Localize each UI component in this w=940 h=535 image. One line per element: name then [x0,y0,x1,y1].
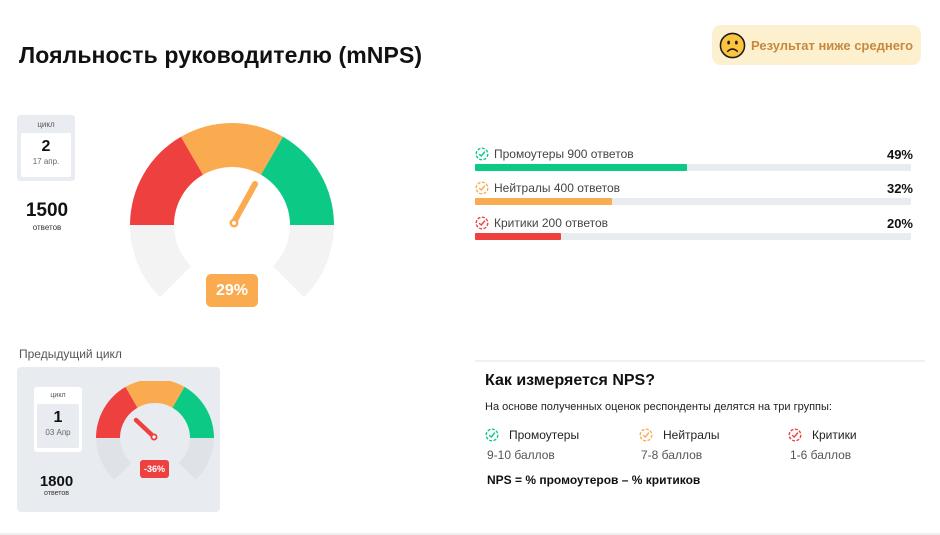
neutrals-track [475,198,911,205]
gauge-check-icon [475,216,489,230]
gauge-check-icon [485,428,499,442]
group-label: Нейтралы [663,428,720,442]
neutrals-fill [475,198,612,205]
group-score-range: 9-10 баллов [487,448,555,462]
promoters-fill [475,164,687,171]
critics-fill [475,233,561,240]
previous-cycle-panel[interactable]: цикл 1 03 Апр 1800 ответов -36% [17,367,220,512]
result-badge-label: Результат ниже среднего [751,37,914,53]
nps-score: 29% [206,274,258,307]
cycle-number: 1 [53,409,63,426]
divider [475,360,925,362]
page-title: Лояльность руководителю (mNPS) [19,42,423,68]
critics-label: Критики 200 ответов [494,216,609,230]
cycle-label: цикл [50,392,66,399]
neutrals-bar: Нейтралы 400 ответов 32% [475,180,913,205]
critics-percent: 20% [886,216,913,231]
gauge-check-icon [475,181,489,195]
previous-responses-count: 1800 ответов [34,473,79,497]
cycle-date: 17 апр. [32,157,60,166]
promoters-percent: 49% [886,147,913,162]
neutrals-percent: 32% [886,181,913,196]
nps-formula: NPS = % промоутеров – % критиков [487,473,701,487]
sad-face-icon [719,32,746,58]
promoters-bar: Промоутеры 900 ответов 49% [475,146,913,171]
nps-gauge [130,123,334,298]
promoters-label: Промоутеры 900 ответов [494,147,634,161]
cycle-label: цикл [37,120,55,129]
cycle-date: 03 Апр [45,428,71,437]
nps-heading: Как измеряется NPS? [485,372,655,389]
gauge-check-icon [788,428,802,442]
responses-number: 1800 [39,473,74,490]
cycle-info: 2 17 апр. [21,133,71,177]
critics-bar: Критики 200 ответов 20% [475,215,913,240]
group-score-range: 7-8 баллов [641,448,703,462]
gauge-check-icon [475,147,489,161]
promoters-track [475,164,911,171]
responses-label: ответов [32,223,62,232]
result-badge: Результат ниже среднего [712,25,921,65]
current-cycle-card[interactable]: цикл 2 17 апр. [17,115,75,181]
responses-label: ответов [44,490,69,497]
group-critics: Критики 1-6 баллов [788,427,857,462]
group-label: Промоутеры [509,428,580,442]
bottom-divider [0,533,940,535]
group-promoters: Промоутеры 9-10 баллов [485,427,579,462]
responses-count: 1500 ответов [17,200,77,232]
previous-cycle-title: Предыдущий цикл [19,347,122,361]
neutrals-label: Нейтралы 400 ответов [494,181,621,195]
previous-cycle-card[interactable]: цикл 1 03 Апр [34,387,82,452]
cycle-info: 1 03 Апр [37,404,79,448]
previous-nps-score: -36% [140,460,169,478]
responses-number: 1500 [25,200,69,221]
gauge-check-icon [639,428,653,442]
previous-nps-gauge [96,381,214,480]
group-score-range: 1-6 баллов [790,448,852,462]
nps-description: На основе полученных оценок респонденты … [485,401,832,413]
cycle-number: 2 [41,138,51,155]
group-label: Критики [812,428,857,442]
critics-track [475,233,911,240]
group-neutrals: Нейтралы 7-8 баллов [639,427,720,462]
